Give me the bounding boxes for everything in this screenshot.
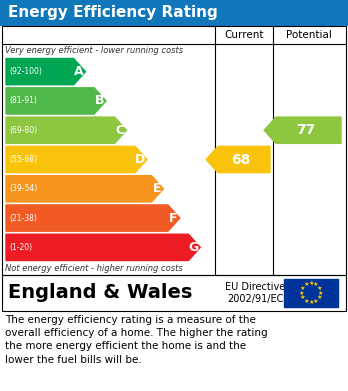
Text: 2002/91/EC: 2002/91/EC bbox=[227, 294, 283, 305]
Polygon shape bbox=[6, 176, 163, 202]
Text: Not energy efficient - higher running costs: Not energy efficient - higher running co… bbox=[5, 264, 183, 273]
Text: England & Wales: England & Wales bbox=[8, 283, 192, 303]
Text: Very energy efficient - lower running costs: Very energy efficient - lower running co… bbox=[5, 46, 183, 55]
Polygon shape bbox=[6, 146, 147, 173]
Text: ★: ★ bbox=[308, 300, 314, 305]
Text: (81-91): (81-91) bbox=[9, 97, 37, 106]
Bar bbox=[0, 0, 348, 26]
Text: B: B bbox=[95, 95, 104, 108]
Text: ★: ★ bbox=[318, 291, 324, 296]
Text: (92-100): (92-100) bbox=[9, 67, 42, 76]
Bar bbox=[2, 26, 346, 275]
Text: EU Directive: EU Directive bbox=[225, 282, 285, 292]
Text: E: E bbox=[153, 182, 161, 195]
Text: ★: ★ bbox=[313, 299, 319, 304]
Text: (39-54): (39-54) bbox=[9, 184, 37, 193]
Text: Energy Efficiency Rating: Energy Efficiency Rating bbox=[8, 5, 218, 20]
Bar bbox=[0, 275, 348, 311]
Text: ★: ★ bbox=[298, 291, 304, 296]
Text: ★: ★ bbox=[300, 285, 305, 291]
Polygon shape bbox=[6, 117, 126, 143]
Text: D: D bbox=[135, 153, 145, 166]
Text: ★: ★ bbox=[300, 295, 305, 300]
Text: ★: ★ bbox=[317, 285, 322, 291]
Text: A: A bbox=[74, 65, 84, 78]
Text: ★: ★ bbox=[303, 299, 309, 304]
Text: (1-20): (1-20) bbox=[9, 243, 32, 252]
Text: G: G bbox=[189, 241, 199, 254]
Bar bbox=[2, 275, 346, 311]
Text: C: C bbox=[116, 124, 125, 137]
Polygon shape bbox=[6, 205, 180, 231]
Text: The energy efficiency rating is a measure of the
overall efficiency of a home. T: The energy efficiency rating is a measur… bbox=[5, 315, 268, 364]
Text: (55-68): (55-68) bbox=[9, 155, 37, 164]
Text: Current: Current bbox=[224, 30, 264, 40]
Polygon shape bbox=[264, 117, 341, 143]
Text: ★: ★ bbox=[303, 282, 309, 287]
Bar bbox=[284, 279, 338, 307]
Polygon shape bbox=[6, 234, 200, 260]
Text: ★: ★ bbox=[317, 295, 322, 300]
Polygon shape bbox=[6, 59, 86, 85]
Text: Potential: Potential bbox=[286, 30, 331, 40]
Text: 68: 68 bbox=[231, 152, 251, 167]
Text: F: F bbox=[169, 212, 177, 224]
Polygon shape bbox=[206, 146, 270, 173]
Text: 77: 77 bbox=[296, 123, 315, 137]
Polygon shape bbox=[6, 88, 106, 114]
Text: (69-80): (69-80) bbox=[9, 126, 37, 135]
Text: (21-38): (21-38) bbox=[9, 213, 37, 222]
Text: ★: ★ bbox=[313, 282, 319, 287]
Text: ★: ★ bbox=[308, 281, 314, 286]
